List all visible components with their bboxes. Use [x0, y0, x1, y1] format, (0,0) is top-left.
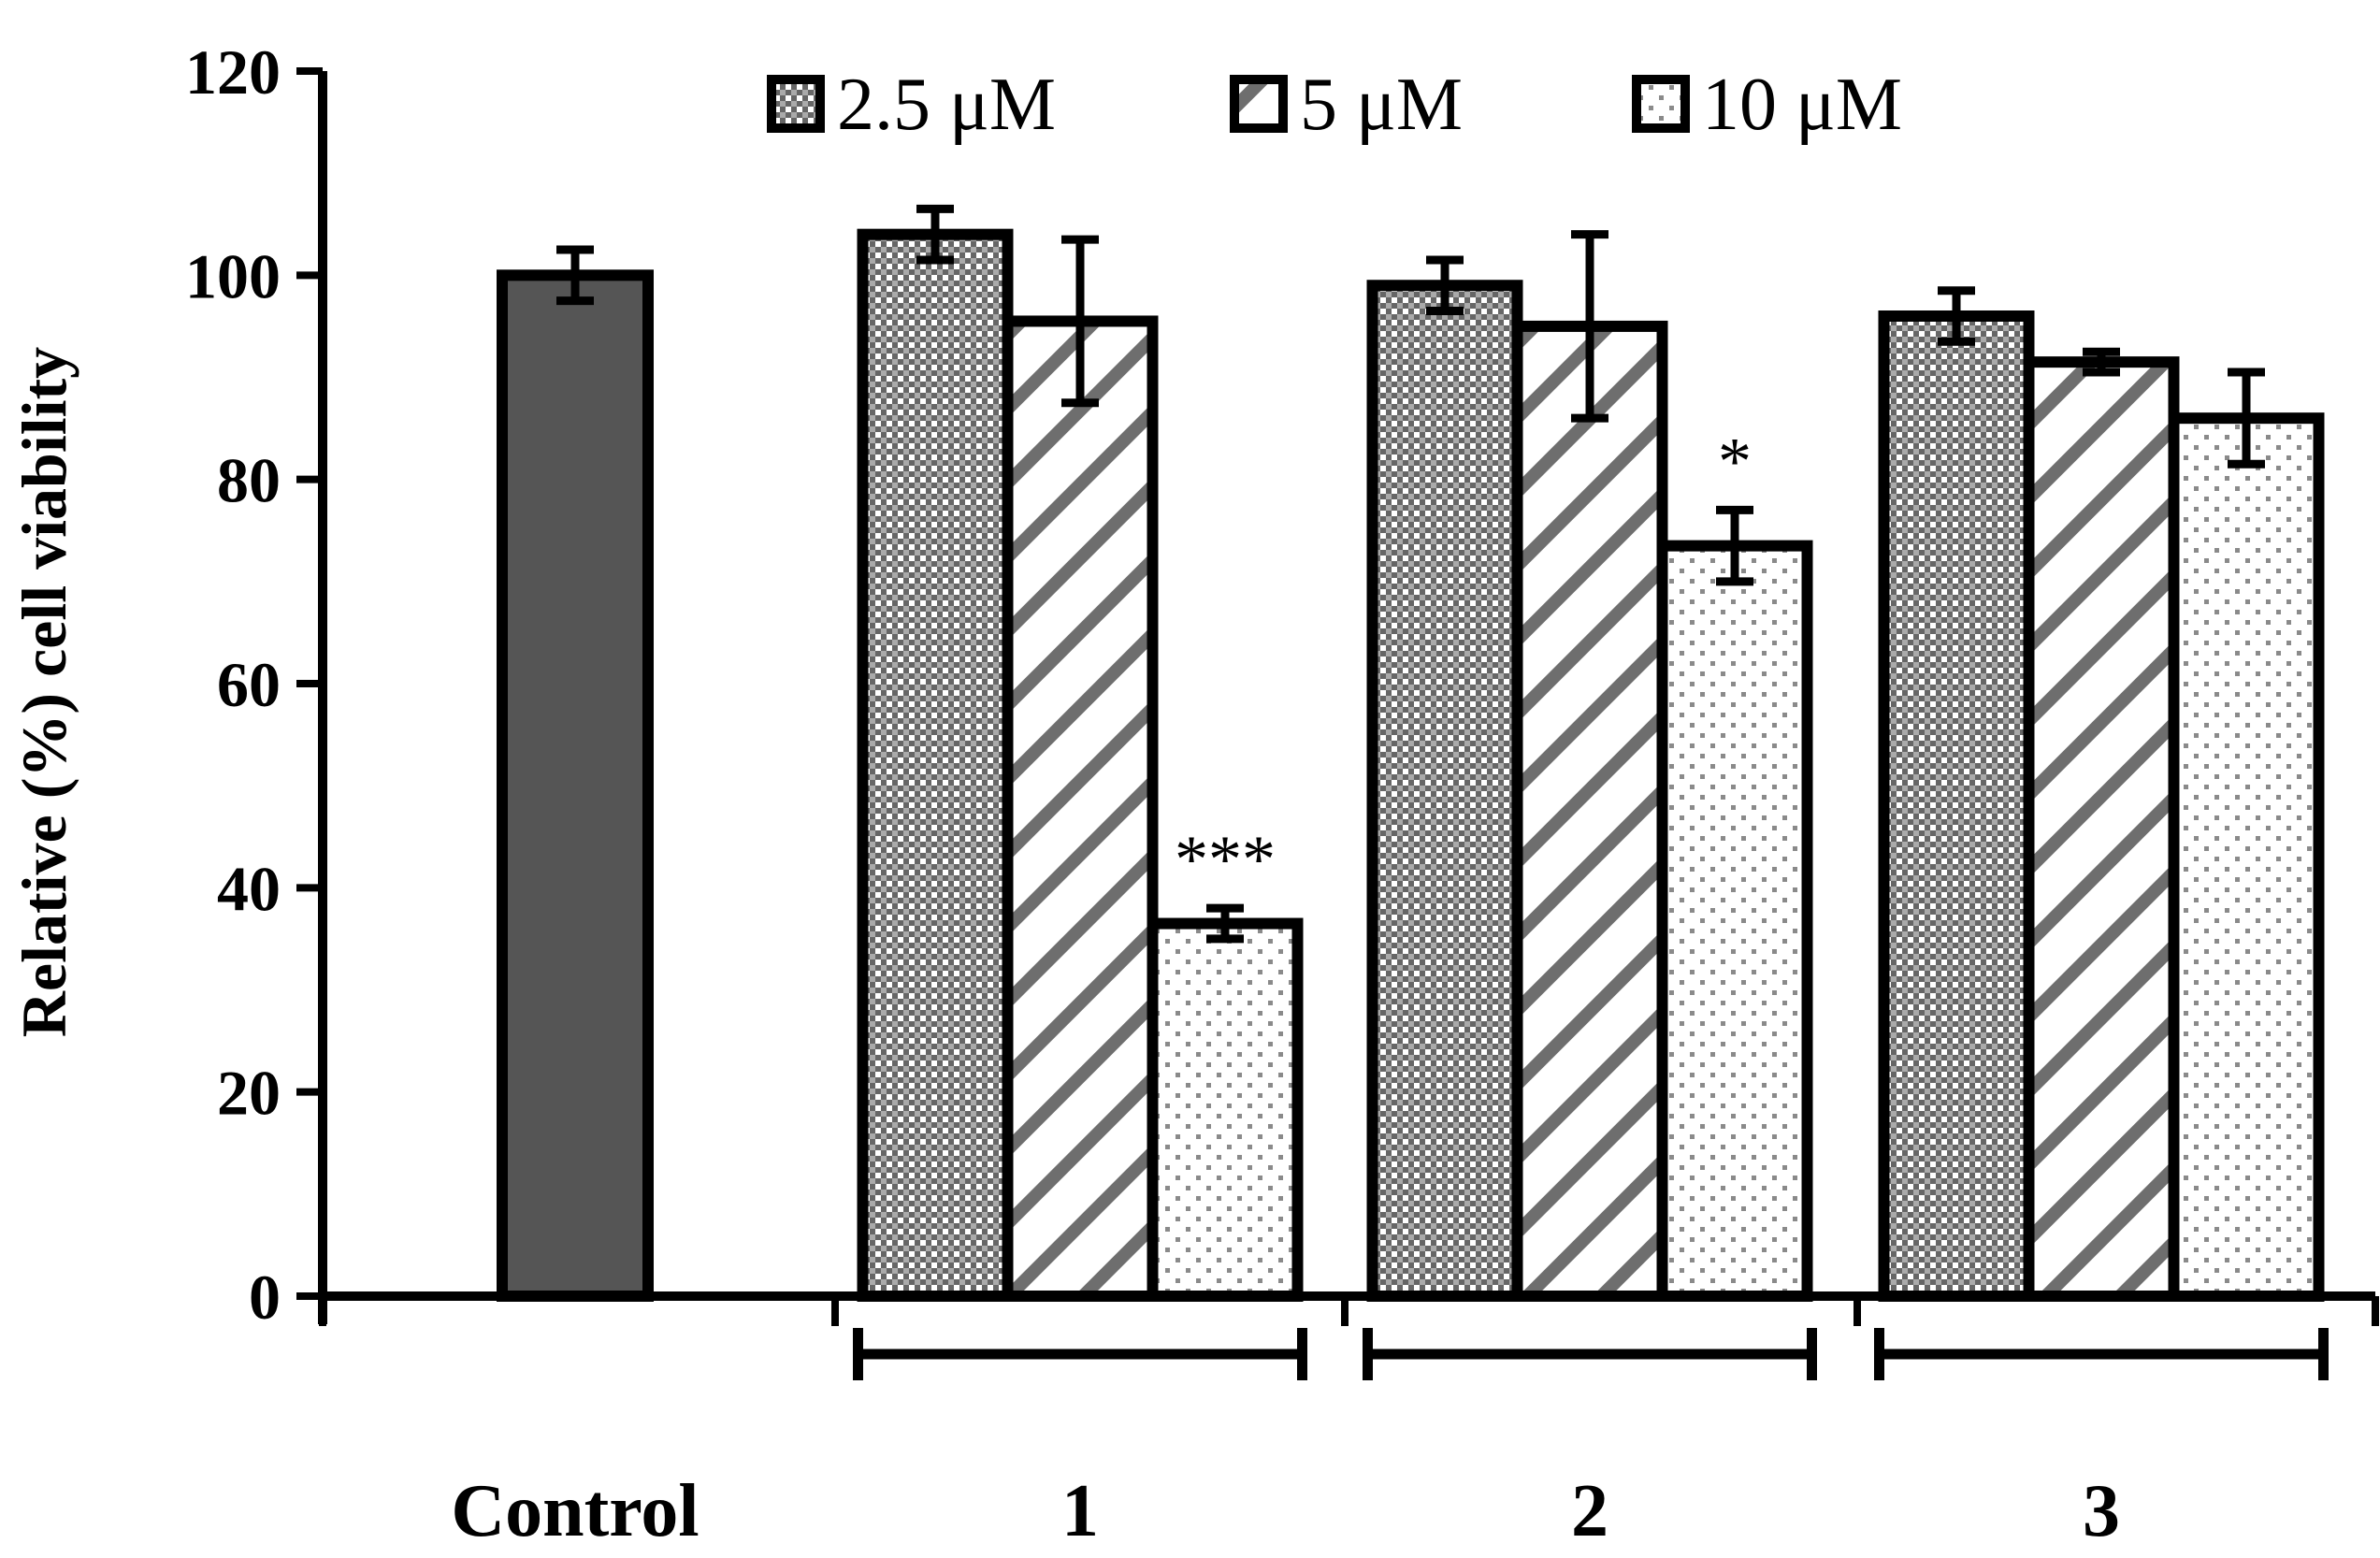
error-bars: [556, 204, 2265, 944]
significance-marker: ***: [1175, 822, 1276, 897]
y-tick-label: 80: [217, 445, 281, 516]
x-axis: Control 1 2 3: [319, 1291, 2379, 1552]
y-tick-label: 60: [217, 649, 281, 720]
legend-label-2: 5 μM: [1300, 64, 1463, 146]
significance-marker: *: [1718, 424, 1752, 498]
y-tick-label: 100: [185, 240, 281, 311]
legend-swatch-3: [1632, 75, 1690, 133]
bar-group-2-series-2: [1511, 320, 1668, 1303]
bar-group-2-series-3: [1656, 540, 1813, 1302]
category-label-group-3: 3: [2083, 1470, 2120, 1552]
y-tick-label: 0: [249, 1262, 281, 1333]
y-tick-label: 20: [217, 1058, 281, 1129]
legend-label-1: 2.5 μM: [837, 64, 1056, 146]
y-axis: 0 20 40 60 80 100 120: [185, 36, 327, 1333]
bar-group-1-series-2: [1002, 315, 1159, 1302]
significance-annotations: ****: [1175, 424, 1752, 897]
category-label-group-1: 1: [1061, 1470, 1099, 1552]
bar-group-1-series-1: [857, 228, 1014, 1303]
bar-group-3-series-2: [2023, 356, 2180, 1302]
y-tick-label: 40: [217, 853, 281, 924]
category-label-group-2: 2: [1571, 1470, 1608, 1552]
legend-swatch-2: [1230, 75, 1288, 133]
bar-group-3-series-3: [2168, 412, 2325, 1302]
category-label-control: Control: [451, 1470, 699, 1552]
bars: [497, 228, 2325, 1303]
y-tick-label: 120: [185, 36, 281, 108]
bar-group-1-series-3: [1147, 917, 1304, 1303]
y-axis-label: Relative (%) cell viability: [8, 347, 79, 1037]
legend-label-3: 10 μM: [1702, 64, 1902, 146]
legend: 2.5 μM 5 μM 10 μM: [767, 64, 1902, 146]
bar-group-3-series-1: [1878, 310, 2035, 1302]
legend-swatch-1: [767, 75, 825, 133]
bar-group-2-series-1: [1366, 280, 1523, 1302]
bar-control: [497, 269, 654, 1302]
